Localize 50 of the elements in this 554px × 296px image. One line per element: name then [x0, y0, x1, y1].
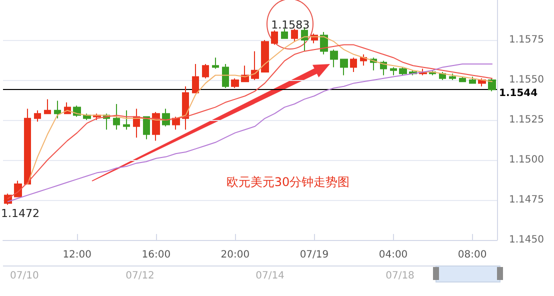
candlestick — [202, 64, 209, 79]
candlestick — [281, 28, 288, 39]
candlestick — [291, 28, 298, 42]
x-tick-label: 08:00 — [458, 250, 487, 260]
text: 07/18 — [386, 270, 414, 282]
candlestick — [34, 110, 41, 122]
candlestick — [399, 66, 407, 76]
y-tick-label: 1.1450 — [509, 234, 544, 246]
candlestick — [340, 58, 348, 76]
candlestick — [44, 98, 51, 114]
candlestick — [24, 108, 31, 184]
candlestick — [123, 110, 130, 130]
candlestick — [192, 64, 199, 94]
y-tick-label: 1.1550 — [509, 74, 544, 86]
candlestick — [350, 57, 357, 72]
candlestick — [469, 76, 476, 84]
y-tick-label: 1.1575 — [509, 34, 544, 46]
candlestick — [113, 104, 120, 130]
x-tick-label: 20:00 — [220, 250, 250, 260]
candlestick — [261, 40, 269, 72]
annotation: 1.1583 — [271, 18, 310, 32]
x-tick-label: 16:00 — [142, 250, 171, 260]
candlestick — [14, 180, 22, 198]
candlestick — [231, 78, 239, 88]
candlestick — [222, 64, 229, 88]
y-tick-label: 1.1525 — [509, 114, 544, 126]
candlestick — [172, 116, 180, 130]
x-tick-label: 04:00 — [378, 250, 408, 260]
candlestick — [390, 66, 397, 76]
ref-line-label: 1.1544 — [499, 88, 538, 100]
candlestick — [271, 30, 278, 46]
text: 07/14 — [256, 270, 284, 282]
candlestick — [212, 57, 219, 70]
candlestick — [143, 116, 150, 140]
x-tick-label: 12:00 — [62, 250, 92, 260]
candlestick — [182, 86, 189, 130]
text: 07/12 — [126, 270, 154, 282]
annotation: 欧元美元30分钟走势图 — [226, 175, 350, 189]
candlestick — [459, 76, 466, 82]
candlestick — [330, 49, 338, 68]
text: 07/10 — [10, 270, 39, 282]
candlestick — [449, 73, 456, 80]
x-tick-label: 07/19 — [300, 250, 329, 260]
y-tick-label: 1.1500 — [509, 154, 544, 166]
annotation: 1.1472 — [1, 206, 40, 220]
candlestick — [152, 112, 160, 142]
candlestick — [162, 108, 170, 127]
y-tick-label: 1.1475 — [509, 194, 544, 206]
candlestick — [488, 78, 496, 92]
candlestick — [54, 100, 61, 119]
